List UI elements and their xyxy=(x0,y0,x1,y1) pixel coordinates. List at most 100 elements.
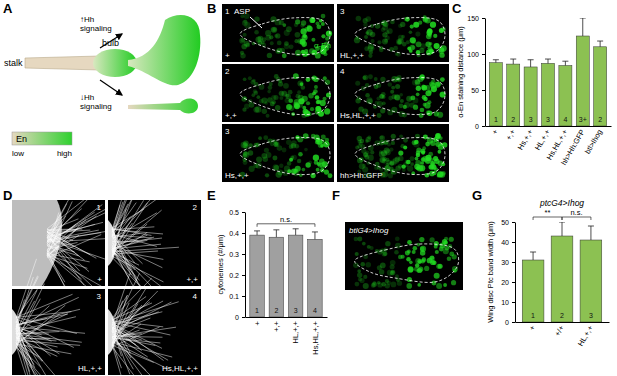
cell xyxy=(379,135,385,141)
cell xyxy=(427,29,433,35)
cells xyxy=(354,15,447,58)
cytoneme xyxy=(47,191,74,238)
x-tick-label: HL,+,+ xyxy=(576,323,595,348)
cell xyxy=(288,90,293,95)
cell xyxy=(258,136,262,140)
cell xyxy=(289,106,294,111)
cell xyxy=(415,79,420,84)
y-axis-title: cytonemes (#/μm) xyxy=(216,234,225,295)
marks xyxy=(522,222,602,322)
cell xyxy=(271,27,277,33)
cell xyxy=(368,74,373,79)
cell xyxy=(434,82,440,88)
bar-label: 2 xyxy=(274,307,278,314)
cell xyxy=(401,35,405,39)
legend-title: En xyxy=(16,134,27,144)
y-tick-mark xyxy=(482,90,485,91)
cell xyxy=(406,283,412,289)
bar xyxy=(308,239,322,317)
cell xyxy=(267,90,271,94)
y-tick: 0.5 xyxy=(229,209,245,216)
cell xyxy=(371,283,376,288)
cytoneme xyxy=(112,331,133,369)
significance-bracket xyxy=(562,217,591,220)
y-tick: 0 xyxy=(505,319,515,326)
y-tick-mark xyxy=(242,254,245,255)
y-tick-label: 0 xyxy=(505,319,509,326)
y-tick-mark xyxy=(242,275,245,276)
tile-number: 4 xyxy=(340,67,345,76)
cell xyxy=(314,160,318,164)
tile-number: 2 xyxy=(225,67,230,76)
y-tick: 150 xyxy=(467,15,485,22)
cell xyxy=(391,134,396,139)
bar-label: 4 xyxy=(313,307,317,314)
cell xyxy=(264,148,269,153)
cell xyxy=(295,166,301,172)
micrograph: 2+,+ xyxy=(108,174,201,306)
bar-label: 2 xyxy=(598,116,602,123)
diagram: stalkbulb↑Hhsignaling↓HhsignalingEnlowhi… xyxy=(4,15,200,158)
cell xyxy=(279,96,283,100)
cell xyxy=(365,93,370,98)
cell xyxy=(405,250,410,255)
cell xyxy=(377,166,381,170)
cells xyxy=(239,13,332,59)
bar-label: 1 xyxy=(531,312,535,319)
error-bar-stem xyxy=(314,232,315,239)
tile-genotype: + xyxy=(97,275,102,284)
cell xyxy=(440,92,446,98)
cell xyxy=(297,90,301,94)
bar-label: 3 xyxy=(294,307,298,314)
cell xyxy=(248,76,252,80)
legend-label: high xyxy=(57,149,72,158)
cell xyxy=(419,113,424,118)
cytoneme xyxy=(16,290,37,331)
y-tick-mark xyxy=(482,18,485,19)
arrow xyxy=(250,17,262,28)
cell xyxy=(363,22,368,27)
x-tick: Hs,HL,+,+ xyxy=(311,317,320,355)
cell xyxy=(390,270,395,275)
cytoneme xyxy=(16,259,37,319)
cytoneme xyxy=(16,309,80,324)
cytoneme xyxy=(112,200,144,251)
error-bar-cap xyxy=(597,41,603,42)
cell xyxy=(294,39,298,43)
bar xyxy=(541,63,554,126)
cells xyxy=(240,133,333,178)
cytoneme xyxy=(16,306,49,336)
cell xyxy=(384,39,388,43)
cell xyxy=(425,90,431,96)
y-tick-mark xyxy=(512,262,515,263)
label: signaling xyxy=(80,24,112,33)
x-tick: + xyxy=(527,322,537,332)
cytoneme xyxy=(47,194,92,229)
significance-bracket xyxy=(533,217,562,220)
annotation: n.s. xyxy=(280,215,292,224)
image-title: btlG4>Ihog xyxy=(349,226,389,235)
cell xyxy=(444,237,448,241)
panel-label: F xyxy=(332,188,340,203)
cytoneme xyxy=(112,342,121,368)
y-tick: 40 xyxy=(501,239,515,246)
label: ↓Hh xyxy=(80,93,94,102)
y-axis: 00.10.20.30.40.5 xyxy=(229,209,245,321)
cytoneme xyxy=(16,340,80,345)
cell xyxy=(242,142,248,148)
cell xyxy=(433,156,438,161)
x-tick: +,+ xyxy=(504,126,518,142)
significance-bracket xyxy=(257,224,315,227)
cell xyxy=(326,30,332,36)
cell xyxy=(402,42,406,46)
marks xyxy=(489,18,606,126)
cytoneme xyxy=(112,244,162,268)
cell xyxy=(401,255,405,259)
tissue-outline xyxy=(355,18,445,55)
cell xyxy=(439,48,445,54)
cell xyxy=(445,246,450,251)
error-bar-stem xyxy=(276,230,277,237)
cell xyxy=(363,75,368,80)
x-tick-label: + xyxy=(253,320,262,325)
label: ASP xyxy=(234,7,250,16)
